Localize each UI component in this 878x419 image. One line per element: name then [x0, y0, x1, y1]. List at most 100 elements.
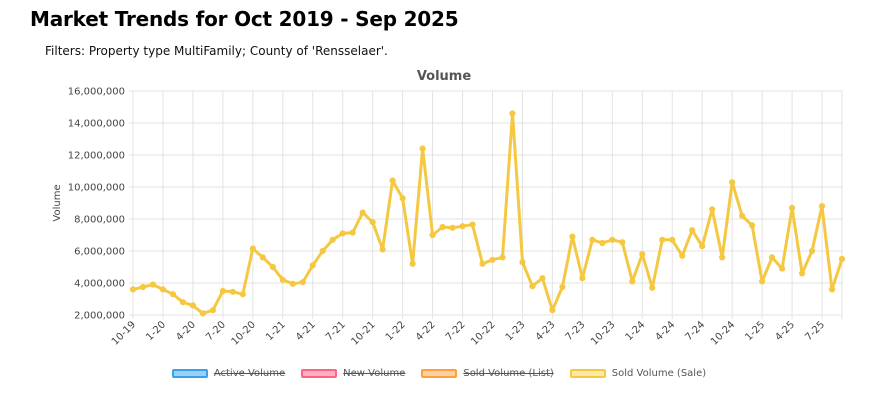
data-point[interactable]: [659, 236, 666, 243]
x-tick-label: 10-22: [469, 319, 497, 347]
data-point[interactable]: [309, 262, 316, 269]
data-point[interactable]: [489, 256, 496, 263]
data-point[interactable]: [389, 177, 396, 184]
data-point[interactable]: [639, 251, 646, 258]
data-point[interactable]: [429, 231, 436, 239]
y-tick-label: 2,000,000: [74, 311, 125, 322]
data-point[interactable]: [159, 286, 167, 293]
x-tick-label: 4-25: [773, 319, 797, 343]
data-point[interactable]: [719, 254, 726, 261]
x-tick-label: 4-20: [174, 319, 198, 343]
data-point[interactable]: [619, 239, 626, 246]
x-tick-label: 10-21: [349, 319, 377, 347]
data-point[interactable]: [449, 224, 456, 231]
data-point[interactable]: [299, 279, 306, 286]
x-tick-label: 4-22: [414, 319, 438, 343]
data-point[interactable]: [549, 307, 556, 314]
x-tick-label: 7-23: [564, 319, 588, 343]
data-point[interactable]: [679, 252, 686, 259]
data-point[interactable]: [219, 287, 226, 295]
data-point[interactable]: [669, 236, 676, 243]
data-point[interactable]: [249, 245, 256, 252]
data-point[interactable]: [199, 310, 207, 317]
data-point[interactable]: [339, 230, 346, 237]
data-point[interactable]: [369, 219, 376, 226]
data-point[interactable]: [359, 209, 366, 216]
y-tick-label: 16,000,000: [68, 87, 125, 98]
data-point[interactable]: [139, 283, 147, 291]
data-point[interactable]: [479, 260, 486, 267]
legend-label: Sold Volume (List): [463, 368, 554, 379]
data-point[interactable]: [279, 276, 286, 283]
data-point[interactable]: [499, 254, 506, 261]
x-tick-label: 7-22: [444, 319, 468, 343]
data-point[interactable]: [729, 179, 736, 186]
legend-swatch: [171, 369, 208, 378]
x-tick-label: 4-24: [654, 319, 678, 343]
data-point[interactable]: [329, 236, 336, 243]
data-point[interactable]: [399, 195, 406, 202]
x-tick-label: 1-22: [384, 319, 408, 343]
data-point[interactable]: [459, 223, 466, 230]
data-point[interactable]: [808, 247, 816, 255]
data-point[interactable]: [169, 291, 177, 298]
data-point[interactable]: [709, 206, 716, 213]
data-point[interactable]: [509, 110, 516, 117]
data-point[interactable]: [239, 291, 246, 298]
x-tick-label: 1-24: [624, 319, 648, 343]
series-line-sold-volume-sale: [132, 111, 844, 315]
data-point[interactable]: [349, 229, 356, 236]
data-point[interactable]: [529, 283, 536, 290]
data-point[interactable]: [609, 236, 616, 243]
y-tick-label: 8,000,000: [74, 215, 125, 226]
data-point[interactable]: [569, 233, 576, 240]
legend-label: Sold Volume (Sale): [611, 368, 707, 379]
data-point[interactable]: [589, 236, 596, 243]
data-point[interactable]: [778, 265, 786, 272]
data-point[interactable]: [749, 222, 756, 229]
y-axis-label: Volume: [52, 184, 63, 221]
data-point[interactable]: [818, 203, 826, 210]
x-tick-label: 10-24: [709, 319, 737, 347]
series-layer: [129, 110, 846, 317]
data-point[interactable]: [768, 254, 776, 261]
legend-item[interactable]: Active Volume: [171, 368, 285, 379]
data-point[interactable]: [649, 284, 656, 291]
data-point[interactable]: [149, 281, 157, 288]
data-point[interactable]: [559, 283, 566, 291]
data-point[interactable]: [699, 243, 706, 250]
data-point[interactable]: [289, 280, 296, 287]
data-point[interactable]: [759, 278, 766, 285]
data-point[interactable]: [269, 263, 276, 271]
legend-item[interactable]: Sold Volume (List): [421, 368, 554, 379]
data-point[interactable]: [788, 204, 796, 211]
data-point[interactable]: [798, 270, 806, 277]
data-point[interactable]: [259, 254, 266, 261]
data-point[interactable]: [579, 275, 586, 282]
data-point[interactable]: [599, 239, 606, 247]
data-point[interactable]: [539, 275, 546, 282]
data-point[interactable]: [519, 259, 526, 266]
data-point[interactable]: [439, 223, 446, 231]
legend-item[interactable]: New Volume: [301, 368, 405, 379]
legend-item[interactable]: Sold Volume (Sale): [569, 368, 707, 379]
data-point[interactable]: [179, 299, 187, 306]
data-point[interactable]: [739, 212, 746, 219]
x-tick-label: 7-20: [204, 319, 228, 343]
data-point[interactable]: [379, 246, 386, 253]
data-point[interactable]: [209, 307, 216, 314]
data-point[interactable]: [409, 260, 416, 267]
data-point[interactable]: [229, 288, 236, 295]
data-point[interactable]: [419, 145, 426, 152]
data-point[interactable]: [838, 255, 846, 263]
y-axis-ticks: 2,000,000 4,000,000 6,000,000 8,000,000 10,0…: [68, 87, 125, 322]
data-point[interactable]: [629, 278, 636, 285]
data-point[interactable]: [469, 221, 476, 228]
data-point[interactable]: [189, 302, 197, 309]
data-point[interactable]: [689, 227, 696, 234]
y-tick-label: 6,000,000: [74, 247, 125, 258]
data-point[interactable]: [828, 286, 836, 293]
data-point[interactable]: [129, 286, 137, 293]
x-tick-label: 7-25: [803, 319, 827, 343]
data-point[interactable]: [319, 247, 326, 255]
